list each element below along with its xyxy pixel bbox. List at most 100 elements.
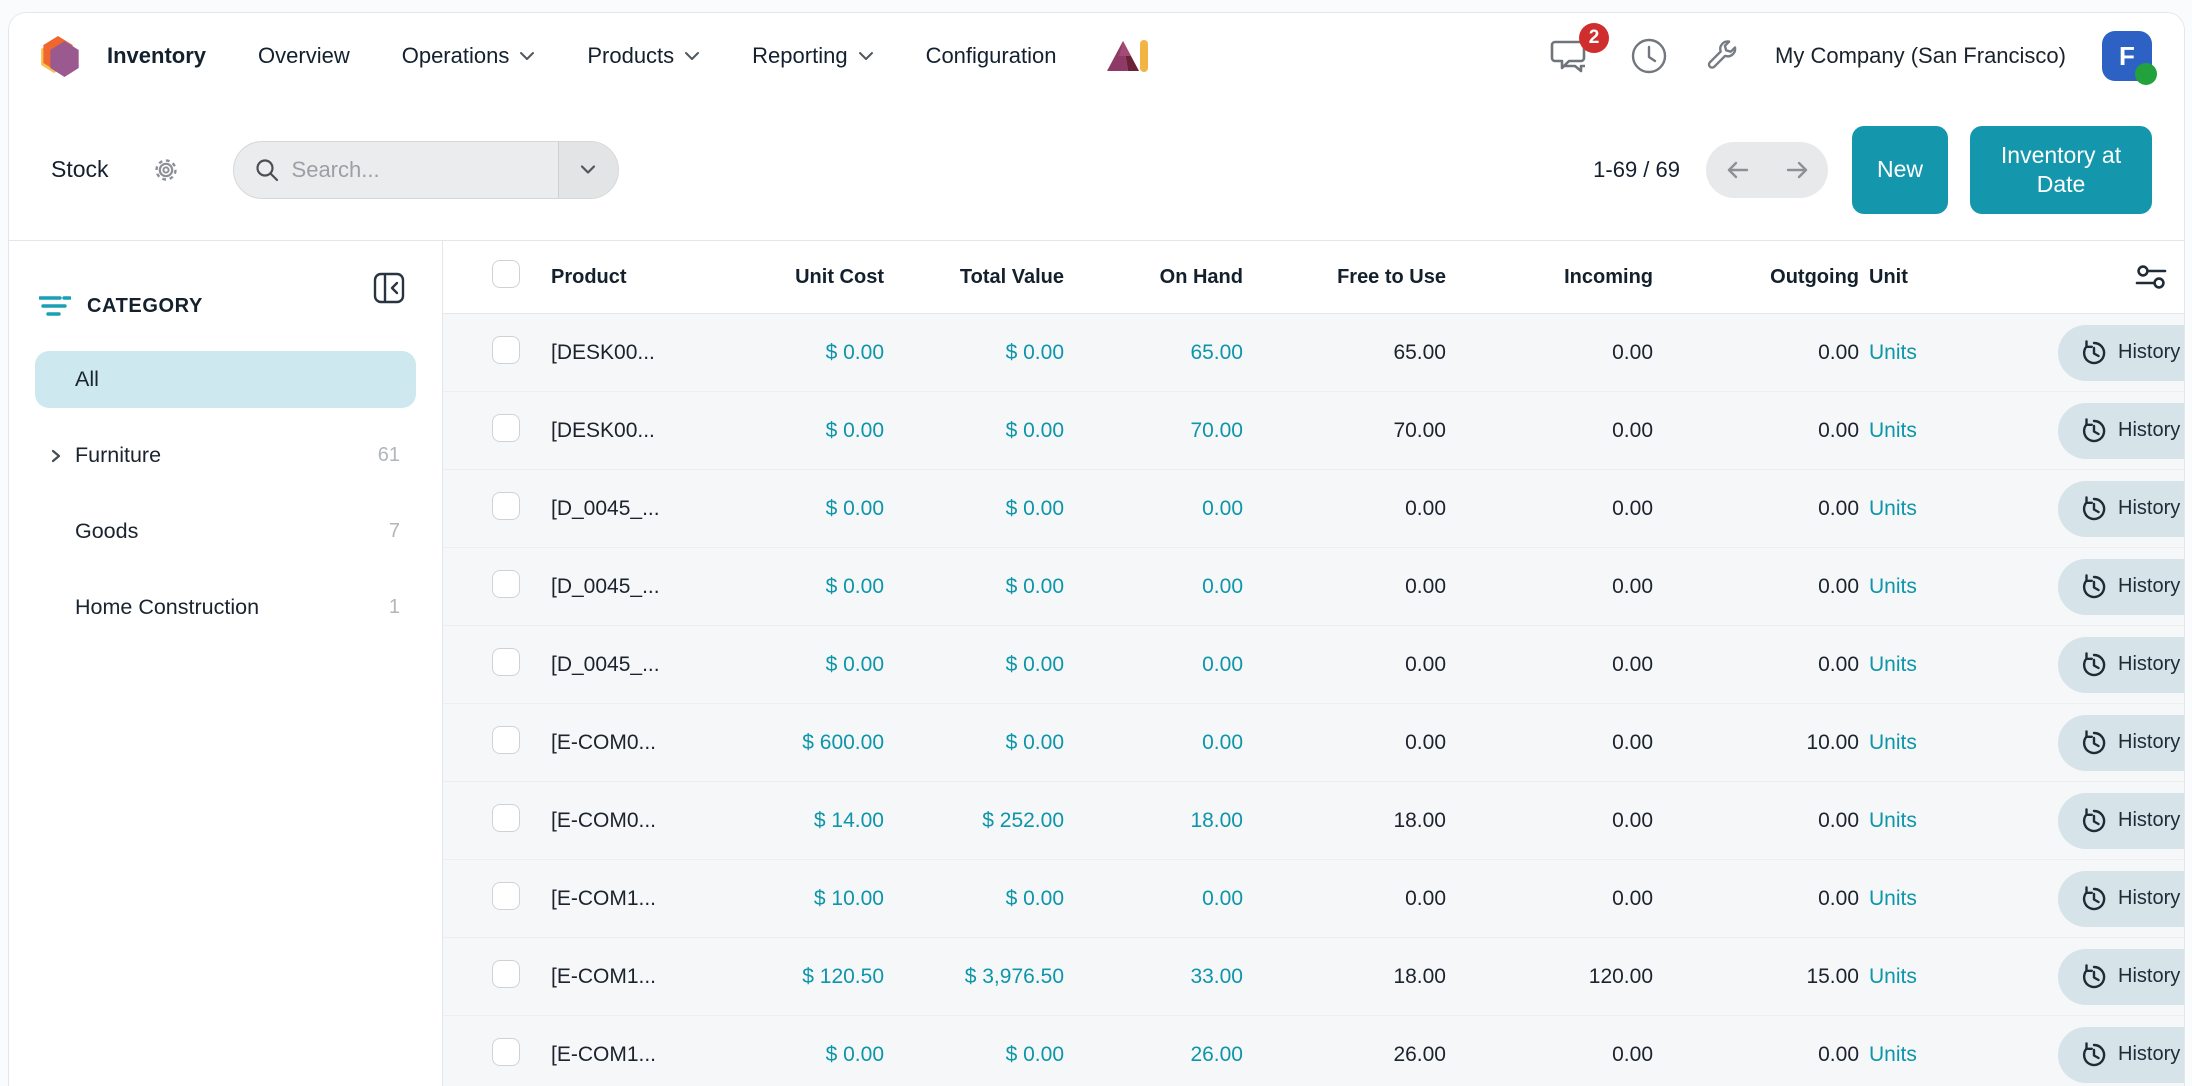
unit-link[interactable]: Units (1869, 340, 1917, 364)
optional-columns-button[interactable] (2134, 261, 2168, 293)
collapse-sidebar-button[interactable] (372, 271, 406, 305)
category-item[interactable]: Home Construction 1 (35, 579, 416, 636)
nav-item-operations[interactable]: Operations (402, 43, 536, 69)
unit-cost-value[interactable]: $ 14.00 (813, 808, 884, 832)
on-hand-value[interactable]: 33.00 (1190, 964, 1243, 988)
total-value-value[interactable]: $ 0.00 (1005, 340, 1064, 364)
row-checkbox[interactable] (492, 881, 520, 910)
nav-item-products[interactable]: Products (587, 43, 700, 69)
header-on-hand[interactable]: On Hand (1159, 265, 1243, 288)
on-hand-value[interactable]: 0.00 (1202, 730, 1243, 754)
unit-link[interactable]: Units (1869, 886, 1917, 910)
history-button[interactable]: History (2058, 1026, 2184, 1083)
unit-cost-value[interactable]: $ 0.00 (825, 418, 884, 442)
header-unit-cost[interactable]: Unit Cost (795, 265, 884, 288)
user-avatar[interactable]: F (2102, 31, 2157, 85)
table-row[interactable]: [D_0045_... $ 0.00 $ 0.00 0.00 0.00 0.00… (443, 548, 2184, 626)
company-switcher[interactable]: My Company (San Francisco) (1775, 43, 2066, 68)
row-checkbox[interactable] (492, 491, 520, 520)
nav-item-configuration[interactable]: Configuration (925, 43, 1057, 68)
pager-previous-button[interactable] (1706, 142, 1767, 198)
unit-link[interactable]: Units (1869, 496, 1917, 520)
unit-cost-value[interactable]: $ 120.50 (802, 964, 884, 988)
history-button[interactable]: History (2058, 324, 2184, 381)
product-name[interactable]: [D_0045_... (551, 652, 660, 676)
product-name[interactable]: [DESK00... (551, 418, 655, 442)
messages-button[interactable]: 2 (1549, 23, 1610, 77)
on-hand-value[interactable]: 65.00 (1190, 340, 1243, 364)
on-hand-value[interactable]: 0.00 (1202, 574, 1243, 598)
unit-link[interactable]: Units (1869, 1042, 1917, 1066)
search-input[interactable] (291, 156, 558, 183)
pager-next-button[interactable] (1767, 142, 1828, 198)
product-name[interactable]: [E-COM1... (551, 964, 657, 988)
unit-link[interactable]: Units (1869, 964, 1917, 988)
product-name[interactable]: [DESK00... (551, 340, 655, 364)
table-row[interactable]: [E-COM1... $ 10.00 $ 0.00 0.00 0.00 0.00… (443, 860, 2184, 938)
unit-link[interactable]: Units (1869, 418, 1917, 442)
search-filters-dropdown[interactable] (557, 141, 618, 198)
unit-link[interactable]: Units (1869, 574, 1917, 598)
unit-cost-value[interactable]: $ 600.00 (802, 730, 884, 754)
on-hand-value[interactable]: 0.00 (1202, 886, 1243, 910)
history-button[interactable]: History (2058, 636, 2184, 693)
ai-icon[interactable] (1104, 38, 1149, 74)
table-row[interactable]: [E-COM1... $ 120.50 $ 3,976.50 33.00 18.… (443, 938, 2184, 1016)
row-checkbox[interactable] (492, 725, 520, 754)
row-checkbox[interactable] (492, 959, 520, 988)
table-row[interactable]: [D_0045_... $ 0.00 $ 0.00 0.00 0.00 0.00… (443, 626, 2184, 704)
history-button[interactable]: History (2058, 480, 2184, 537)
view-settings-button[interactable] (151, 155, 181, 185)
header-outgoing[interactable]: Outgoing (1770, 265, 1859, 288)
header-total-value[interactable]: Total Value (959, 265, 1064, 288)
on-hand-value[interactable]: 0.00 (1202, 652, 1243, 676)
unit-link[interactable]: Units (1869, 808, 1917, 832)
on-hand-value[interactable]: 18.00 (1190, 808, 1243, 832)
unit-cost-value[interactable]: $ 10.00 (813, 886, 884, 910)
nav-app-name[interactable]: Inventory (107, 43, 207, 68)
header-product[interactable]: Product (551, 265, 627, 288)
select-all-checkbox[interactable] (492, 260, 520, 288)
unit-cost-value[interactable]: $ 0.00 (825, 652, 884, 676)
unit-cost-value[interactable]: $ 0.00 (825, 1042, 884, 1066)
table-row[interactable]: [E-COM0... $ 14.00 $ 252.00 18.00 18.00 … (443, 782, 2184, 860)
unit-cost-value[interactable]: $ 0.00 (825, 496, 884, 520)
product-name[interactable]: [E-COM0... (551, 730, 657, 754)
product-name[interactable]: [D_0045_... (551, 574, 660, 598)
table-row[interactable]: [DESK00... $ 0.00 $ 0.00 70.00 70.00 0.0… (443, 392, 2184, 470)
row-checkbox[interactable] (492, 335, 520, 364)
row-checkbox[interactable] (492, 647, 520, 676)
table-row[interactable]: [DESK00... $ 0.00 $ 0.00 65.00 65.00 0.0… (443, 314, 2184, 392)
history-button[interactable]: History (2058, 558, 2184, 615)
unit-link[interactable]: Units (1869, 730, 1917, 754)
new-button[interactable]: New (1852, 125, 1948, 214)
total-value-value[interactable]: $ 0.00 (1005, 652, 1064, 676)
unit-cost-value[interactable]: $ 0.00 (825, 340, 884, 364)
nav-item-overview[interactable]: Overview (258, 43, 350, 68)
history-button[interactable]: History (2058, 948, 2184, 1005)
product-name[interactable]: [E-COM1... (551, 1042, 657, 1066)
history-button[interactable]: History (2058, 792, 2184, 849)
on-hand-value[interactable]: 0.00 (1202, 496, 1243, 520)
table-row[interactable]: [D_0045_... $ 0.00 $ 0.00 0.00 0.00 0.00… (443, 470, 2184, 548)
row-checkbox[interactable] (492, 803, 520, 832)
header-incoming[interactable]: Incoming (1564, 265, 1653, 288)
on-hand-value[interactable]: 70.00 (1190, 418, 1243, 442)
unit-link[interactable]: Units (1869, 652, 1917, 676)
row-checkbox[interactable] (492, 1037, 520, 1066)
product-name[interactable]: [D_0045_... (551, 496, 660, 520)
history-button[interactable]: History (2058, 714, 2184, 771)
total-value-value[interactable]: $ 0.00 (1005, 496, 1064, 520)
total-value-value[interactable]: $ 0.00 (1005, 418, 1064, 442)
history-button[interactable]: History (2058, 870, 2184, 927)
tools-button[interactable] (1705, 39, 1739, 73)
nav-item-reporting[interactable]: Reporting (752, 43, 873, 69)
on-hand-value[interactable]: 26.00 (1190, 1042, 1243, 1066)
history-button[interactable]: History (2058, 402, 2184, 459)
total-value-value[interactable]: $ 0.00 (1005, 574, 1064, 598)
category-item[interactable]: Goods 7 (35, 503, 416, 560)
product-name[interactable]: [E-COM0... (551, 808, 657, 832)
total-value-value[interactable]: $ 3,976.50 (964, 964, 1064, 988)
product-name[interactable]: [E-COM1... (551, 886, 657, 910)
unit-cost-value[interactable]: $ 0.00 (825, 574, 884, 598)
